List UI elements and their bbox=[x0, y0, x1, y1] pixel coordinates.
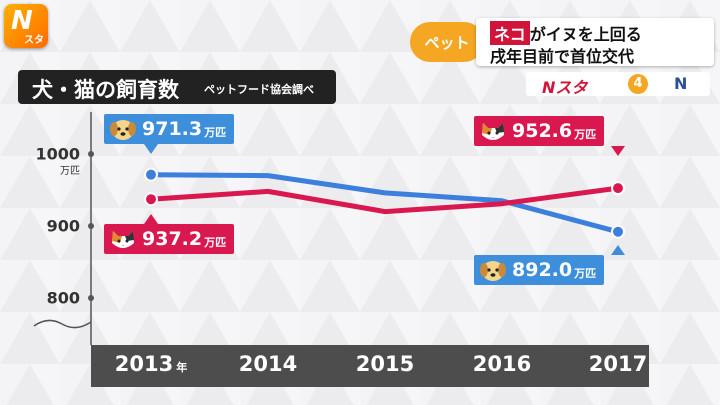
axis-break-mark bbox=[33, 319, 92, 329]
data-point bbox=[611, 224, 625, 239]
category-tag: ペット bbox=[410, 22, 484, 62]
x-tick-label: 2016 bbox=[472, 352, 532, 376]
callout-pointer bbox=[611, 245, 625, 255]
chart-title: 犬・猫の飼育数 bbox=[32, 78, 179, 102]
callout-value: 952.6 bbox=[512, 120, 573, 142]
x-tick-label: 2015 bbox=[355, 352, 415, 376]
channel-logo: N スタ bbox=[4, 4, 48, 48]
y-tick-dot bbox=[88, 223, 94, 229]
y-tick-label: 900 bbox=[46, 216, 80, 236]
y-tick-dot bbox=[88, 151, 94, 157]
y-tick-dot bbox=[88, 295, 94, 301]
dog-face-icon bbox=[104, 117, 142, 141]
y-axis-unit: 万匹 bbox=[60, 166, 80, 177]
data-point bbox=[144, 167, 158, 182]
cat-value-callout: 937.2 万匹 bbox=[104, 224, 235, 254]
x-tick-label: 2017 bbox=[588, 352, 648, 376]
dog-value-callout: 971.3 万匹 bbox=[104, 114, 235, 144]
headline-box: ネコ がイヌを上回る 戌年目前で首位交代 bbox=[476, 18, 714, 66]
program-brand-bar: Nスタ 4 N bbox=[526, 72, 710, 97]
x-tick-label: 2014 bbox=[238, 352, 298, 376]
callout-value: 937.2 bbox=[142, 228, 203, 250]
chart-title-bar: 犬・猫の飼育数 ペットフード協会調べ bbox=[18, 70, 336, 104]
dog-face-icon bbox=[474, 258, 512, 282]
cat-series-line bbox=[150, 185, 619, 215]
y-tick-label: 800 bbox=[46, 288, 80, 308]
dog-value-callout: 892.0 万匹 bbox=[474, 255, 605, 285]
network-mark-icon: N bbox=[674, 74, 688, 93]
callout-pointer bbox=[611, 146, 625, 156]
dog-series-line bbox=[150, 172, 619, 235]
program-logo: Nスタ bbox=[542, 78, 588, 97]
x-axis-band bbox=[91, 345, 649, 387]
callout-pointer bbox=[144, 144, 158, 154]
callout-unit: 万匹 bbox=[574, 267, 597, 280]
data-point bbox=[144, 192, 158, 207]
headline-highlight: ネコ bbox=[490, 21, 530, 45]
callout-value: 971.3 bbox=[142, 118, 203, 140]
headline-line-1: ネコ がイヌを上回る bbox=[490, 21, 642, 45]
callout-pointer bbox=[144, 214, 158, 224]
data-point bbox=[611, 181, 625, 196]
x-tick-suffix: 年 bbox=[176, 361, 188, 374]
x-tick-label: 2013 年 bbox=[114, 352, 188, 376]
y-tick-label: 1000 bbox=[35, 144, 80, 164]
cat-value-callout: 952.6 万匹 bbox=[474, 116, 605, 146]
callout-unit: 万匹 bbox=[574, 128, 597, 141]
headline-line-2: 戌年目前で首位交代 bbox=[490, 47, 635, 66]
cat-face-icon bbox=[474, 119, 512, 143]
channel-badge: 4 bbox=[628, 74, 648, 94]
cat-face-icon bbox=[104, 227, 142, 251]
headline-line-1-text: がイヌを上回る bbox=[529, 25, 642, 44]
callout-unit: 万匹 bbox=[204, 236, 227, 249]
chart-source: ペットフード協会調べ bbox=[204, 83, 314, 96]
callout-unit: 万匹 bbox=[204, 126, 227, 139]
callout-value: 892.0 bbox=[512, 259, 573, 281]
